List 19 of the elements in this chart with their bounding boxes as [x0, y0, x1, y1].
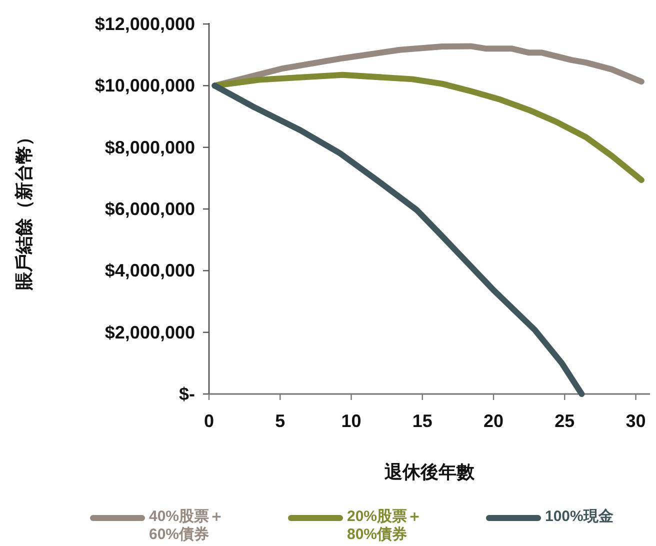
- x-tick-label: 5: [275, 411, 286, 431]
- legend-label: 100%現金: [545, 508, 614, 526]
- y-axis-title: 賬戶結餘（新台幣）: [14, 128, 34, 291]
- y-tick-label: $12,000,000: [94, 14, 195, 34]
- legend-label: 20%股票＋80%債券: [347, 508, 424, 544]
- x-axis-title: 退休後年數: [384, 462, 476, 482]
- legend-label: 40%股票＋60%債券: [149, 508, 226, 544]
- y-tick-label: $8,000,000: [104, 137, 195, 158]
- x-tick-label: 0: [204, 411, 214, 431]
- x-tick-label: 30: [626, 411, 646, 431]
- y-tick-label: $4,000,000: [104, 260, 195, 281]
- y-tick-label: $10,000,000: [94, 76, 195, 96]
- x-tick-label: 25: [554, 411, 575, 431]
- x-tick-label: 10: [341, 411, 362, 431]
- x-tick-label: 15: [412, 411, 432, 431]
- y-tick-label: $6,000,000: [104, 199, 195, 219]
- y-tick-label: $-: [178, 384, 195, 404]
- x-tick-label: 20: [484, 411, 504, 431]
- y-tick-label: $2,000,000: [104, 322, 195, 342]
